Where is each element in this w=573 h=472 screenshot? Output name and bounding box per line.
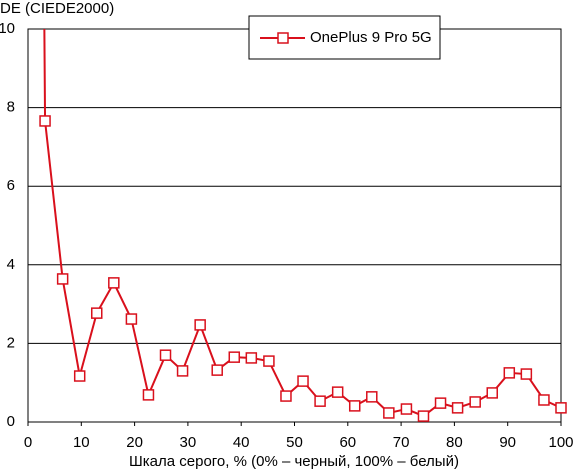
data-point <box>451 402 464 414</box>
data-point <box>520 368 533 380</box>
data-point <box>538 394 550 406</box>
data-point <box>366 391 378 403</box>
x-tick-label: 30 <box>180 434 197 451</box>
x-tick-label: 20 <box>126 434 143 451</box>
series-line <box>43 29 561 418</box>
y-tick-label: 0 <box>7 413 15 430</box>
x-tick-label: 40 <box>233 434 250 451</box>
x-tick-label: 50 <box>286 434 303 451</box>
data-point <box>434 397 447 409</box>
y-tick-label: 4 <box>7 256 15 273</box>
legend: OnePlus 9 Pro 5G <box>248 15 441 60</box>
data-point <box>263 355 275 367</box>
data-point <box>314 395 326 407</box>
chart-title: DE (CIEDE2000) <box>0 0 114 17</box>
plot-area <box>43 29 561 418</box>
data-point <box>297 375 309 387</box>
x-axis-label: Шкала серого, % (0% – черный, 100% – бел… <box>129 453 459 470</box>
y-tick-label: 10 <box>0 20 15 37</box>
data-point <box>400 403 413 415</box>
data-point <box>142 389 155 401</box>
data-point <box>108 277 120 289</box>
data-point <box>280 390 292 402</box>
data-point <box>176 365 189 377</box>
data-point <box>503 367 516 379</box>
data-point <box>91 307 103 319</box>
data-point <box>348 400 361 412</box>
data-point <box>73 370 86 382</box>
data-point <box>125 313 138 325</box>
data-point <box>245 352 258 364</box>
x-tick-label: 0 <box>24 434 32 451</box>
legend-marker <box>277 32 289 44</box>
x-tick-label: 90 <box>499 434 516 451</box>
data-point <box>159 349 172 361</box>
data-point <box>555 402 567 414</box>
y-tick-label: 6 <box>7 177 15 194</box>
y-tick-label: 2 <box>7 334 15 351</box>
data-point <box>331 386 344 398</box>
data-point <box>56 273 69 285</box>
data-point <box>194 319 206 331</box>
x-tick-label: 70 <box>393 434 410 451</box>
x-tick-label: 60 <box>339 434 356 451</box>
y-tick-label: 8 <box>7 99 15 116</box>
data-point <box>211 364 223 376</box>
x-tick-label: 10 <box>73 434 90 451</box>
grid <box>28 28 561 423</box>
data-point <box>39 115 51 127</box>
x-tick-label: 100 <box>548 434 573 451</box>
plot-frame <box>27 28 562 423</box>
markers <box>39 115 567 422</box>
legend-label: OnePlus 9 Pro 5G <box>310 29 432 46</box>
data-point <box>469 396 481 408</box>
data-point <box>228 351 241 363</box>
x-tick-label: 80 <box>446 434 463 451</box>
data-point <box>486 387 498 399</box>
data-point <box>417 410 430 422</box>
data-point <box>383 407 395 419</box>
